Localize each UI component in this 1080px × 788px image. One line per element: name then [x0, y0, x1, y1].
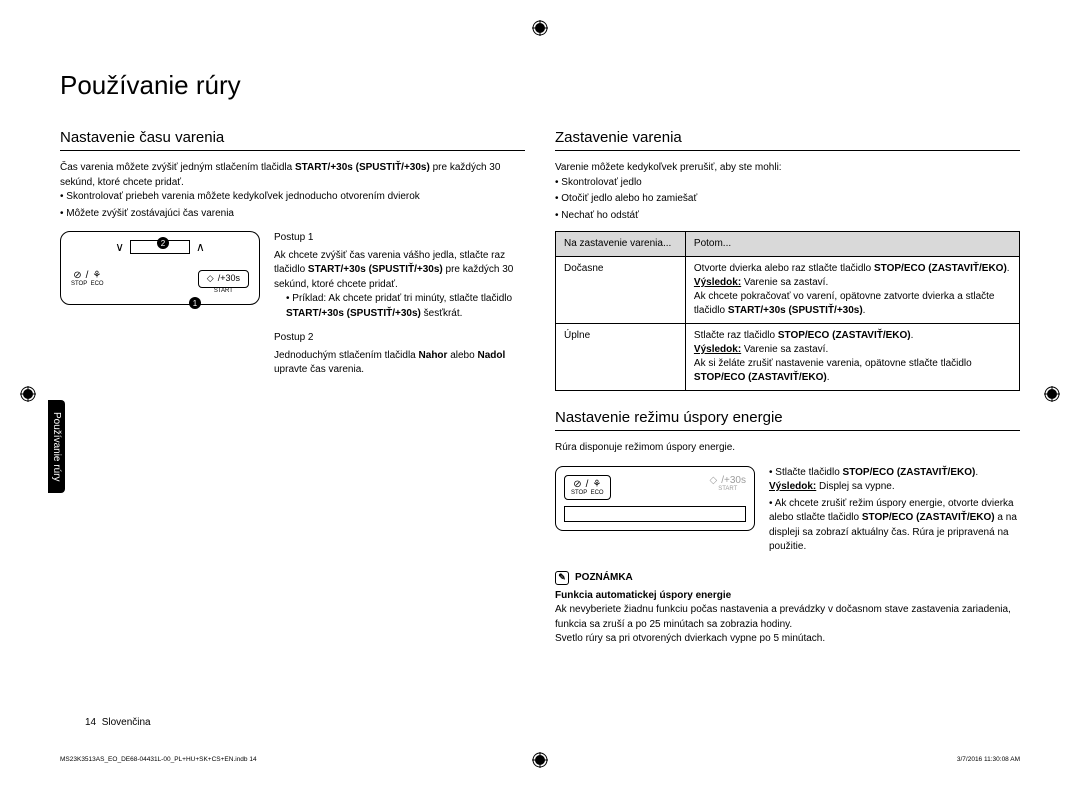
lcd-display [564, 506, 746, 522]
note-label: POZNÁMKA [575, 572, 633, 583]
heading-time: Nastavenie času varenia [60, 129, 525, 151]
stop-icon: ⊘ [73, 270, 81, 281]
start-icon: ◇ [710, 475, 718, 486]
step1-example: Príklad: Ak chcete pridať tri minúty, st… [286, 292, 525, 321]
step1-label: Postup 1 [274, 231, 525, 246]
left-column: Nastavenie času varenia Čas varenia môže… [60, 129, 525, 647]
print-meta: MS23K3513AS_EO_DE68-04431L-00_PL+HU+SK+C… [60, 756, 1020, 763]
note-p1: Ak nevyberiete žiadnu funkciu počas nast… [555, 603, 1020, 632]
table-row: Dočasne Otvorte dvierka alebo raz stlačt… [556, 257, 1020, 324]
up-arrow-icon: ∧ [196, 240, 205, 254]
table-row: Úplne Stlačte raz tlačidlo STOP/ECO (ZAS… [556, 324, 1020, 391]
table-header-1: Na zastavenie varenia... [556, 232, 686, 257]
table-header-2: Potom... [685, 232, 1019, 257]
eco-intro: Rúra disponuje režimom úspory energie. [555, 441, 1020, 456]
eco-cancel: Ak chcete zrušiť režim úspory energie, o… [769, 497, 1020, 555]
stop-table: Na zastavenie varenia... Potom... Dočasn… [555, 231, 1020, 391]
start-icon: ◇ [207, 274, 214, 284]
note-icon: ✎ [555, 571, 569, 585]
right-column: Zastavenie varenia Varenie môžete kedyko… [555, 129, 1020, 647]
page-title: Používanie rúry [60, 70, 1020, 101]
heading-stop: Zastavenie varenia [555, 129, 1020, 151]
down-arrow-icon: ∨ [115, 240, 124, 254]
heading-eco: Nastavenie režimu úspory energie [555, 409, 1020, 431]
eco-icon: ⚘ [592, 479, 601, 490]
eco-icon: ⚘ [92, 270, 101, 281]
intro-bullets: Skontrolovať priebeh varenia môžete kedy… [60, 190, 525, 221]
stop-icon: ⊘ [573, 479, 581, 490]
step2-label: Postup 2 [274, 331, 525, 346]
step2-text: Jednoduchým stlačením tlačidla Nahor ale… [274, 349, 525, 378]
note-p2: Svetlo rúry sa pri otvorených dvierkach … [555, 632, 1020, 647]
callout-1-icon: 1 [189, 297, 201, 309]
page-footer: 14 Slovenčina [85, 717, 151, 728]
eco-panel-diagram: ⊘/ ⚘ STOP ECO ◇ /+30s START [555, 466, 755, 557]
callout-2-icon: 2 [157, 237, 169, 249]
intro-text: Čas varenia môžete zvýšiť jedným stlačen… [60, 161, 525, 190]
note-heading: Funkcia automatickej úspory energie [555, 589, 1020, 604]
stop-bullets: Skontrolovať jedlo Otočiť jedlo alebo ho… [555, 176, 1020, 224]
eco-step: Stlačte tlačidlo STOP/ECO (ZASTAVIŤ/EKO)… [769, 466, 1020, 495]
step1-text: Ak chcete zvýšiť čas varenia vášho jedla… [274, 249, 525, 293]
control-panel-diagram: 2 ∨ ∧ ⊘/ ⚘ STOP [60, 231, 260, 378]
stop-intro: Varenie môžete kedykoľvek prerušiť, aby … [555, 161, 1020, 176]
